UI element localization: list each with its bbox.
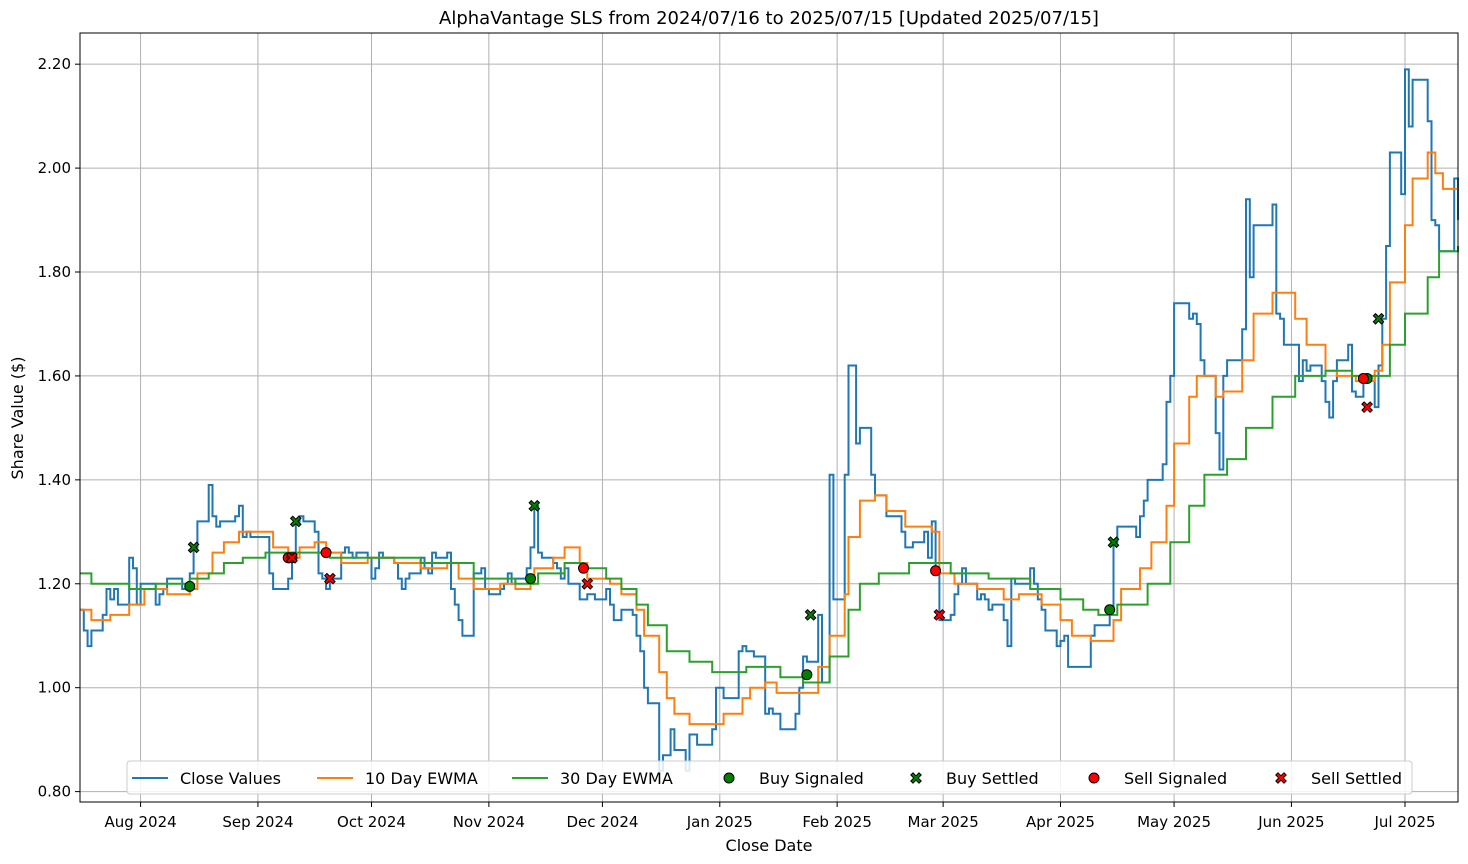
legend-swatch-sell-signaled: [1088, 772, 1100, 784]
x-tick-label: Apr 2025: [1026, 813, 1095, 831]
x-tick-label: Jan 2025: [686, 813, 753, 831]
x-tick-label: Dec 2024: [566, 813, 638, 831]
buy-signaled-marker: [1104, 604, 1116, 616]
buy-signaled-marker: [525, 573, 536, 585]
legend-label-sell-signaled: Sell Signaled: [1124, 769, 1227, 788]
buy-settled-marker: [804, 608, 817, 621]
y-tick-label: 2.00: [38, 159, 71, 177]
x-tick-label: Jul 2025: [1373, 813, 1435, 831]
buy-settled-marker: [1372, 312, 1385, 325]
y-axis-label: Share Value ($): [8, 357, 27, 480]
sell-settled-marker: [581, 577, 594, 590]
sell-signaled-marker: [1357, 373, 1369, 385]
x-tick-label: Feb 2025: [802, 813, 872, 831]
y-tick-label: 1.20: [38, 575, 71, 593]
sell-signaled-marker: [320, 547, 332, 559]
legend-swatch-buy-signaled: [723, 772, 735, 784]
y-tick-label: 1.40: [38, 471, 71, 489]
buy-settled-marker: [187, 541, 200, 554]
x-tick-label: Nov 2024: [453, 813, 525, 831]
x-axis-ticks: Aug 2024 Sep 2024 Oct 2024 Nov 2024 Dec 2024…: [104, 802, 1436, 831]
sell-settled-marker: [323, 572, 336, 585]
x-tick-label: Aug 2024: [104, 813, 176, 831]
legend-label-10-day-ewma: 10 Day EWMA: [365, 769, 478, 788]
legend-label-30-day-ewma: 30 Day EWMA: [560, 769, 673, 788]
y-tick-label: 1.00: [38, 679, 71, 697]
legend-label-close-values: Close Values: [180, 769, 281, 788]
y-axis-ticks: 0.80 1.00 1.20 1.40 1.60 1.80 2.00 2.20: [38, 55, 80, 801]
buy-settled-marker: [1107, 536, 1120, 549]
10-day-ewma-line: [80, 151, 1458, 726]
sell-settled-marker: [1361, 401, 1374, 414]
signal-markers: [184, 312, 1385, 681]
sell-settled-marker: [286, 551, 298, 564]
legend-swatch-buy-settled: [910, 772, 922, 784]
y-tick-label: 1.80: [38, 263, 71, 281]
buy-settled-marker: [528, 499, 541, 512]
legend-box: [126, 760, 1413, 795]
close-values-line: [80, 68, 1459, 772]
legend-label-buy-settled: Buy Settled: [946, 769, 1039, 788]
y-tick-label: 2.20: [38, 55, 71, 73]
legend-label-sell-settled: Sell Settled: [1311, 769, 1402, 788]
x-tick-label: May 2025: [1137, 813, 1211, 831]
x-axis-label: Close Date: [726, 836, 813, 855]
x-tick-label: Mar 2025: [908, 813, 979, 831]
x-tick-label: Oct 2024: [337, 813, 406, 831]
legend: Close Values 10 Day EWMA 30 Day EWMA Buy Si…: [126, 760, 1413, 795]
buy-signaled-marker: [801, 669, 813, 681]
buy-settled-marker: [289, 515, 302, 528]
sell-signaled-marker: [578, 562, 589, 574]
x-tick-label: Sep 2024: [222, 813, 293, 831]
sell-signaled-marker: [930, 565, 942, 577]
buy-signaled-marker: [184, 580, 196, 592]
legend-label-buy-signaled: Buy Signaled: [759, 769, 864, 788]
plot-area-frame: [79, 32, 1459, 803]
legend-swatch-sell-settled: [1275, 772, 1287, 784]
y-tick-label: 0.80: [38, 783, 71, 801]
sell-settled-marker: [933, 608, 946, 621]
chart-title: AlphaVantage SLS from 2024/07/16 to 2025…: [439, 8, 1099, 29]
x-tick-label: Jun 2025: [1257, 813, 1324, 831]
y-tick-label: 1.60: [38, 367, 71, 385]
